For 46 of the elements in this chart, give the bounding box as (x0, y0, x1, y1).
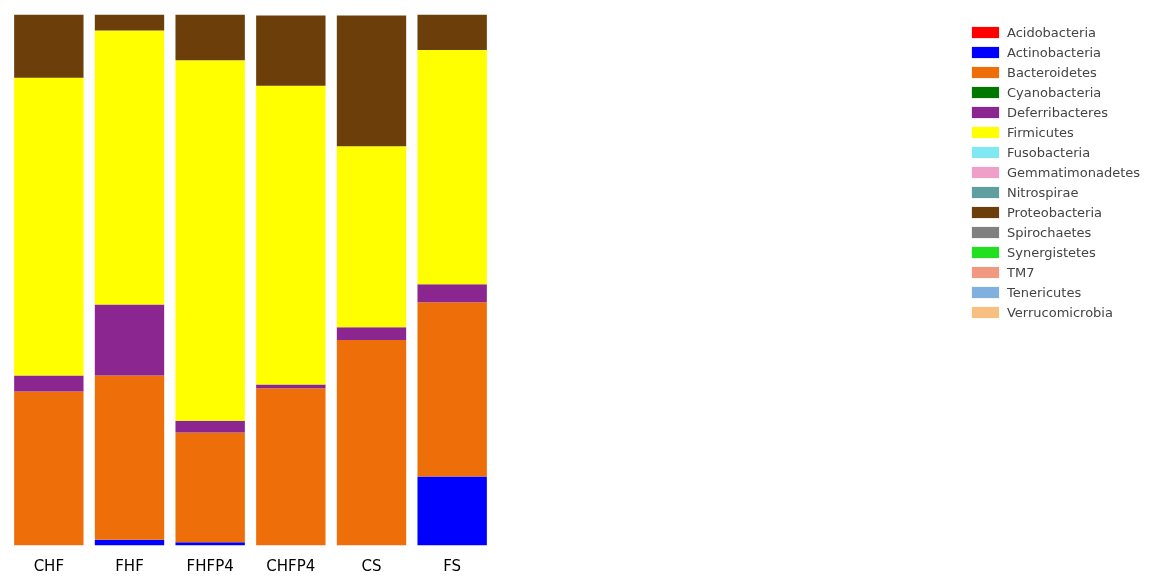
bar (336, 15, 407, 147)
x-tick-label: CS (361, 556, 382, 575)
bar (256, 15, 326, 86)
bar (417, 476, 487, 546)
legend-label: Cyanobacteria (1006, 84, 1102, 100)
legend-label: Nitrospirae (1006, 184, 1079, 200)
legend-label: Proteobacteria (1006, 204, 1103, 220)
legend-label: Actinobacteria (1006, 44, 1102, 60)
bar (256, 388, 326, 546)
legend-label: Deferribacteres (1006, 104, 1108, 120)
bar (175, 432, 245, 543)
legend-label: Verrucomicrobia (1006, 304, 1113, 320)
bar (417, 50, 487, 285)
bar (336, 327, 407, 340)
bar (336, 340, 407, 546)
legend-label: Spirochaetes (1006, 224, 1092, 240)
bar (175, 542, 245, 546)
bar (94, 30, 165, 305)
bar (256, 85, 326, 385)
bar (94, 304, 165, 376)
bar (175, 14, 245, 61)
bar (417, 14, 487, 51)
bar (94, 14, 165, 31)
legend-label: TM7 (1006, 264, 1035, 280)
bar (14, 391, 84, 546)
bar (417, 302, 487, 477)
x-tick-label: FHFP4 (186, 556, 234, 575)
bar (417, 284, 487, 303)
bar (14, 77, 84, 376)
legend-label: Bacteroidetes (1006, 64, 1097, 80)
legend-label: Tenericutes (1006, 284, 1082, 300)
bar (175, 420, 245, 433)
legend-label: Firmicutes (1006, 124, 1074, 140)
bar (336, 146, 407, 328)
x-tick-label: CHFP4 (266, 556, 316, 575)
bar (14, 14, 84, 78)
legend-label: Synergistetes (1006, 244, 1096, 260)
legend-label: Gemmatimonadetes (1006, 164, 1140, 180)
x-tick-label: FS (443, 556, 462, 575)
bar (94, 375, 165, 540)
bar (175, 60, 245, 421)
legend-label: Fusobacteria (1006, 144, 1091, 160)
bar (14, 375, 84, 392)
x-tick-label: CHF (33, 556, 65, 575)
legend-label: Acidobacteria (1006, 24, 1096, 40)
x-tick-label: FHF (115, 556, 144, 575)
